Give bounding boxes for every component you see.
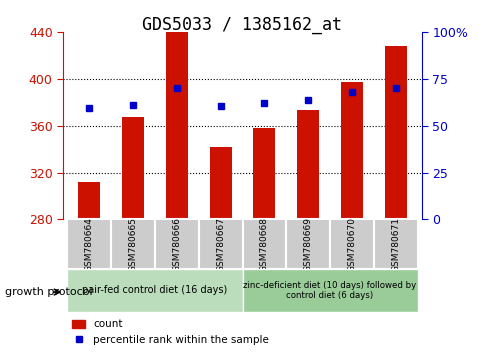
Text: GSM780666: GSM780666 <box>172 217 181 272</box>
Bar <box>155 219 198 269</box>
Bar <box>253 128 275 219</box>
Text: GSM780664: GSM780664 <box>85 217 93 272</box>
Bar <box>111 219 155 269</box>
Text: GDS5033 / 1385162_at: GDS5033 / 1385162_at <box>142 16 342 34</box>
Bar <box>242 269 417 312</box>
Text: GSM780668: GSM780668 <box>259 217 268 272</box>
Bar <box>198 219 242 269</box>
Bar <box>384 46 406 219</box>
Text: GSM780665: GSM780665 <box>128 217 137 272</box>
Legend: count, percentile rank within the sample: count, percentile rank within the sample <box>68 315 273 349</box>
Text: GSM780667: GSM780667 <box>216 217 225 272</box>
Bar <box>286 219 329 269</box>
Bar <box>329 219 373 269</box>
Text: growth protocol: growth protocol <box>5 287 92 297</box>
Text: GSM780669: GSM780669 <box>303 217 312 272</box>
Bar <box>122 118 144 219</box>
Bar <box>67 269 242 312</box>
Text: zinc-deficient diet (10 days) followed by
control diet (6 days): zinc-deficient diet (10 days) followed b… <box>243 281 416 300</box>
Bar <box>78 182 100 219</box>
Text: GSM780671: GSM780671 <box>391 217 399 272</box>
Bar <box>297 110 318 219</box>
Bar <box>166 32 187 219</box>
Bar <box>340 82 362 219</box>
Text: GSM780670: GSM780670 <box>347 217 356 272</box>
Bar <box>242 219 286 269</box>
Bar <box>373 219 417 269</box>
Bar <box>67 219 111 269</box>
Text: pair-fed control diet (16 days): pair-fed control diet (16 days) <box>82 285 227 295</box>
Bar <box>209 147 231 219</box>
